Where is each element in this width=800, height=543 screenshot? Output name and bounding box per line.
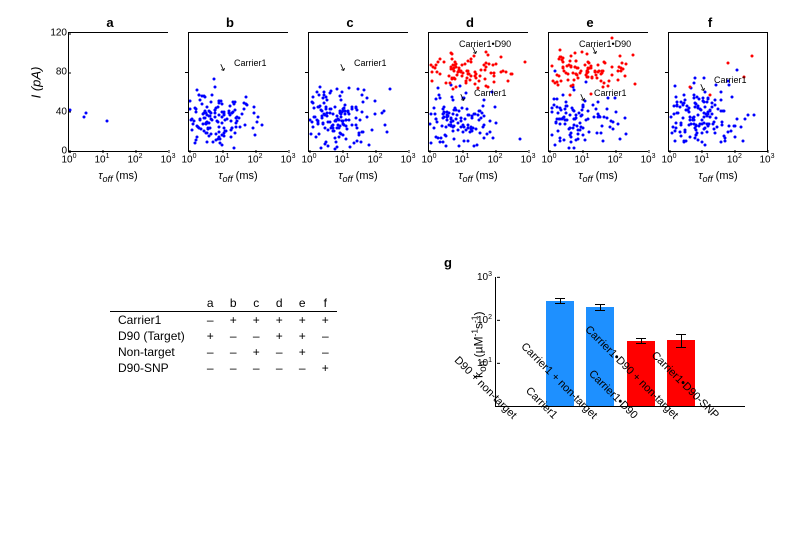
cond-cell: + <box>222 312 245 329</box>
annotation: Carrier1 <box>594 88 627 98</box>
annotation: Carrier1•D90 <box>579 39 631 49</box>
plot-box: 100101102103Carrier1↘ <box>308 32 408 152</box>
panel-title: e <box>530 15 650 30</box>
cond-col-header: a <box>199 295 222 312</box>
panel-title: b <box>170 15 290 30</box>
x-axis-label: τoff (ms) <box>548 170 648 184</box>
annotation: Carrier1 <box>714 75 747 85</box>
cond-cell: + <box>291 344 314 360</box>
x-axis-label: τoff (ms) <box>308 170 408 184</box>
cond-cell: – <box>222 360 245 376</box>
cond-cell: – <box>245 360 268 376</box>
annotation: Carrier1 <box>234 58 267 68</box>
cond-row-label: D90-SNP <box>110 360 199 376</box>
cond-cell: + <box>268 328 291 344</box>
scatter-panels-row: a 04080120100101102103 τoff (ms) b 100101102… <box>50 15 780 205</box>
cond-cell: – <box>222 344 245 360</box>
cond-cell: – <box>314 328 337 344</box>
cond-col-header: f <box>314 295 337 312</box>
cond-cell: – <box>222 328 245 344</box>
cond-col-header: b <box>222 295 245 312</box>
plot-box: 100101102103Carrier1↘ <box>668 32 768 152</box>
cond-cell: – <box>199 360 222 376</box>
cond-cell: + <box>314 312 337 329</box>
panel-g: g kon (µM-1s-1) 101102103 D90 + non-targ… <box>440 255 780 525</box>
scatter-panel-f: f100101102103Carrier1↘τoff (ms) <box>650 15 770 175</box>
x-axis-label: τoff (ms) <box>188 170 288 184</box>
annotation: Carrier1 <box>474 88 507 98</box>
plot-box: 100101102103Carrier1•D90↘Carrier1↘ <box>428 32 528 152</box>
cond-cell: – <box>268 344 291 360</box>
cond-cell: – <box>245 328 268 344</box>
cond-cell: + <box>291 312 314 329</box>
cond-cell: + <box>268 312 291 329</box>
cond-cell: – <box>291 360 314 376</box>
cond-cell: + <box>314 360 337 376</box>
cond-row-label: Non-target <box>110 344 199 360</box>
cond-col-header: c <box>245 295 268 312</box>
scatter-panel-e: e100101102103Carrier1•D90↘Carrier1↘τoff … <box>530 15 650 175</box>
cond-cell: + <box>291 328 314 344</box>
cond-cell: – <box>199 344 222 360</box>
cond-cell: – <box>199 312 222 329</box>
scatter-panel-a: a04080120100101102103τoff (ms) <box>50 15 170 175</box>
cond-cell: – <box>268 360 291 376</box>
scatter-panel-b: b100101102103Carrier1↘τoff (ms) <box>170 15 290 175</box>
plot-box: 100101102103Carrier1•D90↘Carrier1↘ <box>548 32 648 152</box>
annotation: Carrier1 <box>354 58 387 68</box>
cond-col-header: d <box>268 295 291 312</box>
panel-title: d <box>410 15 530 30</box>
conditions-table: abcdefCarrier1–+++++D90 (Target)+––++–No… <box>110 295 337 376</box>
cond-cell: + <box>245 312 268 329</box>
cond-row-label: Carrier1 <box>110 312 199 329</box>
panel-title: c <box>290 15 410 30</box>
x-axis-label: τoff (ms) <box>68 170 168 184</box>
cond-row-label: D90 (Target) <box>110 328 199 344</box>
panel-g-title: g <box>444 255 452 270</box>
bar-slot <box>704 277 738 406</box>
x-axis-label: τoff (ms) <box>428 170 528 184</box>
cond-col-header: e <box>291 295 314 312</box>
panel-title: a <box>50 15 170 30</box>
plot-box: 100101102103Carrier1↘ <box>188 32 288 152</box>
cond-cell: + <box>199 328 222 344</box>
x-axis-label: τoff (ms) <box>668 170 768 184</box>
plot-box: 04080120100101102103 <box>68 32 168 152</box>
scatter-panel-d: d100101102103Carrier1•D90↘Carrier1↘τoff … <box>410 15 530 175</box>
cond-cell: + <box>245 344 268 360</box>
annotation: Carrier1•D90 <box>459 39 511 49</box>
panel-title: f <box>650 15 770 30</box>
cond-cell: – <box>314 344 337 360</box>
scatter-y-label: I (pA) <box>28 67 43 99</box>
scatter-panel-c: c100101102103Carrier1↘τoff (ms) <box>290 15 410 175</box>
